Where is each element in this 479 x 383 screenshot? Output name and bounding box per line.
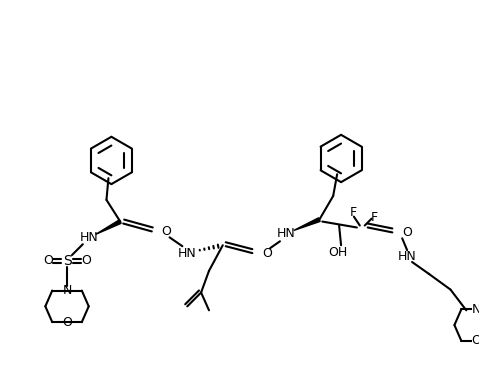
Polygon shape — [96, 220, 121, 234]
Text: OH: OH — [329, 246, 348, 259]
Text: O: O — [81, 254, 91, 267]
Text: HN: HN — [80, 231, 98, 244]
Text: N: N — [471, 303, 479, 316]
Text: O: O — [402, 226, 412, 239]
Text: O: O — [471, 334, 479, 347]
Text: O: O — [161, 225, 171, 238]
Polygon shape — [294, 218, 320, 231]
Text: F: F — [371, 211, 378, 224]
Text: HN: HN — [276, 227, 295, 240]
Text: O: O — [62, 316, 72, 329]
Text: HN: HN — [178, 247, 197, 260]
Text: O: O — [262, 247, 272, 260]
Text: O: O — [44, 254, 53, 267]
Text: N: N — [62, 284, 72, 297]
Text: S: S — [63, 254, 71, 268]
Text: F: F — [349, 206, 356, 219]
Text: HN: HN — [398, 250, 417, 263]
